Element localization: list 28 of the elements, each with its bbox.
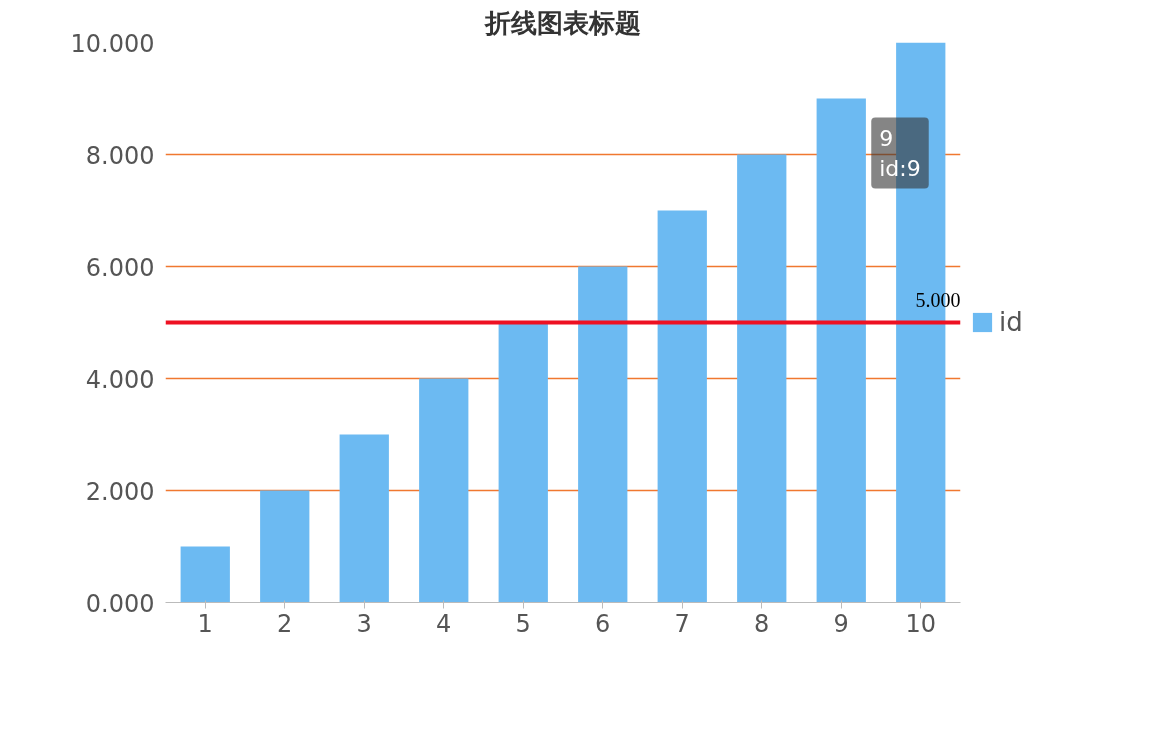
x-tick-label: 10 (905, 609, 937, 638)
bar (260, 490, 310, 603)
bar (816, 98, 866, 603)
bar (737, 154, 787, 603)
bar (419, 378, 469, 603)
y-tick-label: 10.000 (70, 29, 155, 58)
x-tick-label: 5 (515, 609, 531, 638)
chart-title: 折线图表标题 (484, 7, 641, 38)
x-tick-label: 7 (674, 609, 690, 638)
x-tick-label: 1 (197, 609, 213, 638)
y-tick-label: 6.000 (85, 253, 155, 282)
y-tick-label: 4.000 (85, 365, 155, 394)
x-tick-label: 6 (595, 609, 611, 638)
x-tick-label: 9 (833, 609, 849, 638)
annotation: 9 id:9 (879, 125, 921, 181)
x-tick-label: 3 (356, 609, 372, 638)
bar (339, 434, 389, 603)
y-tick-label: 0.000 (85, 589, 155, 618)
y-tick-label: 8.000 (85, 141, 155, 170)
y-tick-label: 2.000 (85, 477, 155, 506)
bar (578, 266, 628, 603)
x-tick-label: 4 (436, 609, 452, 638)
legend-label: id (999, 307, 1023, 337)
x-tick-label: 2 (277, 609, 293, 638)
bar (498, 322, 548, 603)
x-tick-label: 8 (754, 609, 770, 638)
bar (180, 546, 230, 603)
bar (657, 210, 707, 603)
